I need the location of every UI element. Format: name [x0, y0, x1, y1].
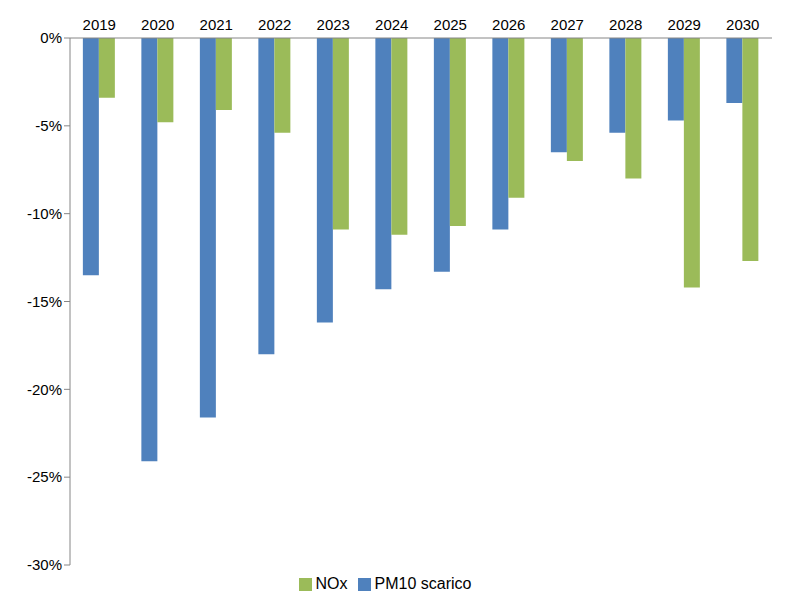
svg-text:-10%: -10% — [27, 205, 62, 222]
svg-text:2027: 2027 — [551, 16, 584, 33]
html-text:NOx: NOx — [315, 575, 348, 592]
svg-text:0%: 0% — [40, 29, 62, 46]
svg-text:2030: 2030 — [726, 16, 759, 33]
svg-text:2026: 2026 — [492, 16, 525, 33]
svg-text:2022: 2022 — [258, 16, 291, 33]
svg-text:2019: 2019 — [83, 16, 116, 33]
svg-text:-20%: -20% — [27, 381, 62, 398]
html-text:PM10 scarico: PM10 scarico — [374, 575, 472, 592]
svg-text:2025: 2025 — [434, 16, 467, 33]
svg-text:2021: 2021 — [200, 16, 233, 33]
svg-text:-5%: -5% — [35, 117, 62, 134]
svg-text:-15%: -15% — [27, 293, 62, 310]
svg-text:2023: 2023 — [317, 16, 350, 33]
svg-text:2029: 2029 — [668, 16, 701, 33]
svg-text:2024: 2024 — [375, 16, 408, 33]
svg-text:2020: 2020 — [141, 16, 174, 33]
svg-text:-30%: -30% — [27, 556, 62, 573]
svg-text:2028: 2028 — [609, 16, 642, 33]
svg-text:-25%: -25% — [27, 468, 62, 485]
